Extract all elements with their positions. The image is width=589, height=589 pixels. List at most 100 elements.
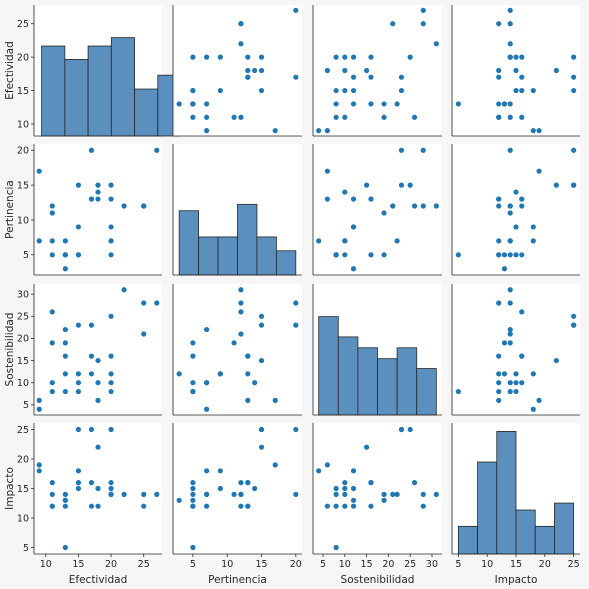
scatter-point	[333, 252, 339, 258]
scatter-point	[108, 479, 114, 486]
scatter-point	[88, 503, 95, 509]
scatter-point	[507, 203, 513, 209]
scatter-point	[95, 444, 101, 450]
scatter-point	[507, 210, 513, 216]
y-tick-label: 10	[17, 119, 29, 130]
scatter-point	[36, 468, 42, 474]
scatter-point	[350, 74, 357, 80]
scatter-point	[88, 426, 95, 433]
scatter-point	[496, 114, 502, 120]
scatter-point	[496, 300, 502, 306]
scatter-point	[49, 309, 55, 315]
scatter-point	[204, 54, 210, 60]
scatter-point	[121, 203, 127, 209]
scatter-point	[62, 266, 68, 272]
scatter-point	[141, 203, 147, 209]
x-tick-label: 10	[481, 559, 493, 570]
scatter-point	[238, 331, 244, 337]
scatter-point	[217, 54, 223, 60]
scatter-point	[513, 380, 519, 386]
scatter-point	[333, 101, 339, 107]
scatter-point	[368, 503, 374, 509]
scatter-point	[507, 287, 513, 293]
y-tick-label: 15	[17, 86, 29, 97]
x-tick-label: 5	[320, 559, 326, 570]
scatter-point	[390, 21, 396, 27]
scatter-point	[293, 322, 299, 328]
histogram-bar	[275, 250, 297, 276]
scatter-point	[75, 485, 82, 492]
scatter-point	[75, 388, 82, 395]
x-tick-label: 30	[426, 559, 438, 570]
scatter-point	[342, 252, 348, 258]
scatter-point	[245, 371, 251, 377]
scatter-point	[62, 371, 68, 377]
scatter-point	[368, 479, 374, 486]
scatter-point	[513, 87, 519, 94]
panel-impacto-vs-efectividad	[33, 423, 162, 555]
scatter-point	[245, 397, 251, 403]
panel-background	[313, 5, 442, 136]
scatter-point	[88, 371, 95, 377]
scatter-point	[501, 252, 508, 258]
panel-pertinencia-vs-pertinencia	[172, 144, 302, 276]
scatter-point	[501, 101, 508, 107]
scatter-point	[204, 326, 210, 333]
scatter-point	[293, 491, 299, 498]
scatter-point	[398, 147, 405, 153]
scatter-point	[455, 101, 461, 107]
scatter-point	[141, 491, 147, 498]
scatter-point	[519, 380, 525, 386]
scatter-point	[513, 252, 519, 258]
scatter-point	[519, 252, 525, 258]
panel-sostenibilidad-vs-pertinencia	[172, 284, 302, 416]
scatter-point	[433, 491, 439, 498]
scatter-point	[350, 101, 357, 107]
scatter-point	[350, 224, 357, 230]
scatter-point	[176, 371, 182, 377]
scatter-point	[154, 300, 160, 306]
scatter-point	[252, 485, 258, 492]
histogram-bar	[416, 368, 437, 416]
scatter-point	[88, 147, 95, 153]
scatter-point	[258, 357, 265, 364]
panel-sostenibilidad-vs-efectividad	[33, 284, 162, 416]
scatter-point	[190, 54, 196, 60]
scatter-point	[95, 503, 101, 509]
pairplot-panels	[33, 5, 580, 555]
scatter-point	[411, 203, 418, 209]
scatter-point	[398, 74, 405, 80]
scatter-point	[204, 491, 210, 498]
scatter-point	[258, 444, 265, 450]
scatter-point	[350, 266, 357, 272]
panel-impacto-vs-impacto	[451, 423, 580, 555]
scatter-point	[154, 491, 160, 498]
panel-efectividad-vs-sostenibilidad	[312, 5, 442, 137]
scatter-point	[204, 101, 210, 107]
x-tick-label: 5	[455, 559, 461, 570]
scatter-point	[121, 491, 127, 498]
scatter-point	[519, 114, 525, 120]
scatter-point	[95, 357, 101, 364]
x-tick-label: 20	[290, 559, 302, 570]
scatter-point	[368, 252, 374, 258]
scatter-point	[350, 87, 357, 94]
scatter-point	[513, 224, 519, 230]
scatter-point	[342, 189, 348, 195]
scatter-point	[190, 114, 196, 120]
scatter-point	[420, 147, 426, 153]
y-tick-label: 25	[17, 312, 29, 323]
scatter-point	[238, 287, 244, 293]
scatter-point	[350, 485, 357, 492]
scatter-point	[381, 101, 387, 107]
scatter-point	[258, 54, 265, 60]
scatter-point	[420, 203, 426, 209]
scatter-point	[108, 388, 114, 395]
x-axis-label-impacto: Impacto	[495, 574, 538, 586]
scatter-point	[571, 87, 577, 94]
scatter-point	[333, 87, 339, 94]
scatter-point	[245, 503, 251, 509]
histogram-bar	[87, 45, 112, 137]
scatter-point	[420, 503, 426, 509]
scatter-point	[571, 322, 577, 328]
